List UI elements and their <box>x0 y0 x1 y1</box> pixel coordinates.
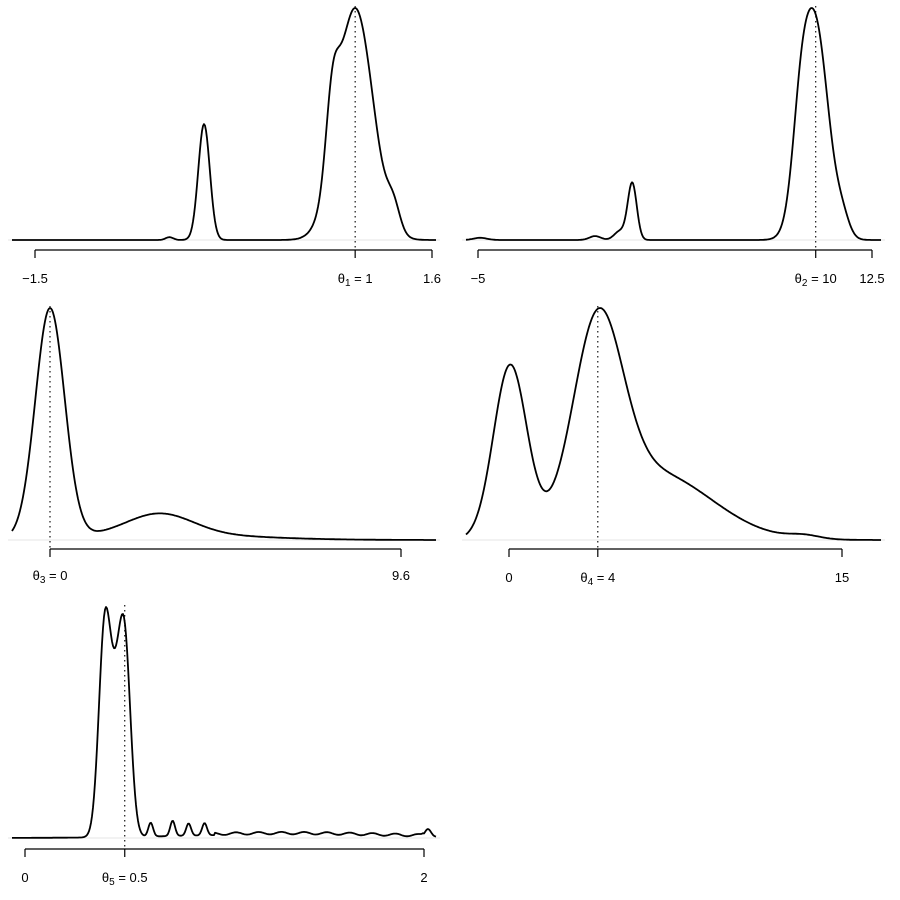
tick-label: θ3 = 0 <box>33 568 68 586</box>
tick-label: 12.5 <box>859 271 884 286</box>
density-panel-2: −5 θ2 = 10 12.5 <box>462 6 885 289</box>
density-curve <box>12 606 437 839</box>
tick-label: −5 <box>471 271 486 286</box>
tick-label: θ5 = 0.5 <box>102 870 148 888</box>
tick-label: 0 <box>505 570 512 585</box>
tick-label: 1.6 <box>423 271 441 286</box>
density-curve <box>11 307 436 541</box>
density-curve <box>465 7 881 241</box>
density-panel-3: θ3 = 0 9.6 <box>8 306 440 586</box>
density-curve <box>12 7 436 241</box>
tick-label: θ2 = 10 <box>795 271 837 289</box>
tick-label: θ1 = 1 <box>338 271 373 289</box>
tick-label: 2 <box>420 870 427 885</box>
tick-label: 9.6 <box>392 568 410 583</box>
density-panel-4: 0 θ4 = 4 15 <box>462 306 885 588</box>
density-curve <box>465 307 881 541</box>
tick-label: −1.5 <box>22 271 48 286</box>
tick-label: 0 <box>21 870 28 885</box>
tick-label: θ4 = 4 <box>580 570 615 588</box>
density-panel-5: 0 θ5 = 0.5 2 <box>8 605 440 888</box>
density-panel-1: −1.5 θ1 = 1 1.6 <box>8 6 441 289</box>
tick-label: 15 <box>835 570 849 585</box>
